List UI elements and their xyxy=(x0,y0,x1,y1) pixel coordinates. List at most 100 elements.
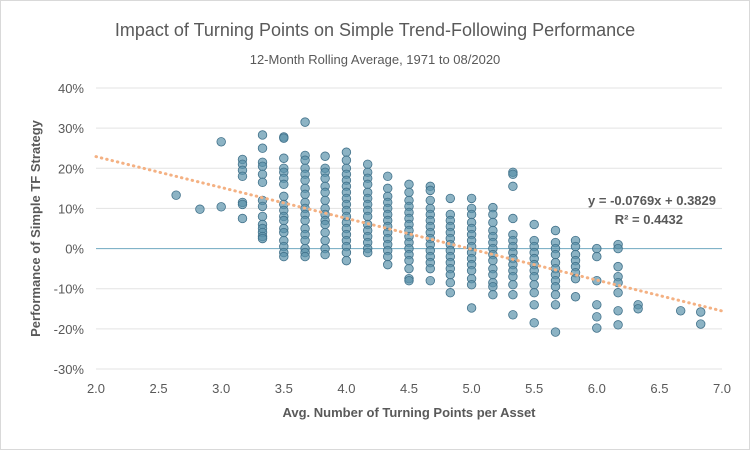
x-tick-label: 6.5 xyxy=(650,381,668,396)
data-point xyxy=(592,300,602,310)
data-point xyxy=(279,227,289,238)
y-tick-label: -30% xyxy=(54,362,85,377)
y-axis-title: Performance of Simple TF Strategy xyxy=(28,119,43,336)
data-point xyxy=(300,215,310,226)
data-point xyxy=(279,215,289,226)
x-tick-label: 3.5 xyxy=(275,381,293,396)
data-point xyxy=(279,133,289,143)
data-point xyxy=(529,280,539,290)
data-point xyxy=(341,255,352,266)
data-point xyxy=(216,202,226,212)
x-tick-label: 5.0 xyxy=(463,381,481,396)
data-point xyxy=(550,282,561,292)
data-point xyxy=(195,204,205,214)
data-point xyxy=(529,271,539,282)
data-point xyxy=(320,227,330,238)
chart-title: Impact of Turning Points on Simple Trend… xyxy=(114,20,636,40)
x-tick-label: 5.5 xyxy=(525,381,543,396)
y-tick-label: 10% xyxy=(58,201,84,216)
data-point xyxy=(488,209,498,220)
data-point xyxy=(550,249,561,260)
data-point xyxy=(592,323,602,333)
data-point xyxy=(383,183,393,194)
data-point xyxy=(508,290,518,300)
data-point xyxy=(279,191,289,202)
data-point xyxy=(696,319,706,329)
x-tick-label: 2.5 xyxy=(150,381,168,396)
data-point xyxy=(508,280,518,290)
data-point xyxy=(550,327,561,337)
data-point xyxy=(466,280,477,290)
data-point xyxy=(257,143,268,153)
data-point xyxy=(508,181,518,192)
y-axis-ticks: -30% -20% -10% 0% 10% 20% 30% 40% xyxy=(54,81,85,377)
data-point xyxy=(488,269,498,280)
trendline-r2: R² = 0.4432 xyxy=(615,212,683,227)
data-point xyxy=(466,193,477,204)
data-point xyxy=(592,251,602,262)
data-point xyxy=(257,177,268,188)
data-point xyxy=(300,251,310,262)
data-point xyxy=(404,187,414,198)
data-point xyxy=(675,306,686,316)
data-point xyxy=(529,288,539,298)
data-point xyxy=(362,159,373,169)
data-point xyxy=(466,265,477,276)
data-point xyxy=(216,137,226,147)
trendline-equation: y = -0.0769x + 0.3829 xyxy=(588,193,716,208)
data-point xyxy=(279,153,289,163)
data-point xyxy=(320,219,330,230)
data-point xyxy=(550,225,561,236)
data-point xyxy=(488,255,498,266)
data-point xyxy=(592,312,602,322)
data-point xyxy=(320,235,330,246)
data-point xyxy=(300,155,310,165)
data-point xyxy=(279,251,289,262)
x-tick-label: 4.0 xyxy=(337,381,355,396)
data-point xyxy=(445,277,456,288)
data-point xyxy=(362,211,373,222)
data-point xyxy=(488,217,498,228)
data-point xyxy=(613,288,623,298)
data-point xyxy=(488,290,498,300)
data-point xyxy=(279,179,289,190)
data-point xyxy=(404,275,414,286)
data-point xyxy=(570,241,581,252)
data-point xyxy=(237,213,248,224)
data-point xyxy=(404,179,414,190)
data-point xyxy=(237,199,248,210)
data-point xyxy=(508,310,518,320)
y-tick-label: 30% xyxy=(58,121,84,136)
data-point xyxy=(320,151,330,161)
data-point xyxy=(508,213,518,224)
x-tick-label: 2.0 xyxy=(87,381,105,396)
x-tick-label: 6.0 xyxy=(588,381,606,396)
data-point xyxy=(425,185,435,196)
data-point xyxy=(257,169,268,180)
data-point xyxy=(613,261,623,272)
data-point xyxy=(257,211,268,222)
data-point xyxy=(404,263,414,274)
data-point xyxy=(613,320,623,330)
data-point xyxy=(320,173,330,184)
data-point xyxy=(570,292,581,302)
data-point xyxy=(425,195,435,206)
data-point xyxy=(320,187,330,198)
data-point xyxy=(488,282,498,292)
x-tick-label: 4.5 xyxy=(400,381,418,396)
x-axis-title: Avg. Number of Turning Points per Asset xyxy=(282,405,536,420)
data-point xyxy=(300,189,310,200)
data-point xyxy=(466,209,477,220)
data-point xyxy=(257,201,268,212)
data-point xyxy=(592,243,602,254)
data-point xyxy=(320,195,330,206)
y-tick-label: 0% xyxy=(65,242,84,257)
data-point xyxy=(445,288,456,298)
data-point xyxy=(383,171,393,182)
data-point xyxy=(341,155,352,165)
data-point xyxy=(696,307,706,317)
data-point xyxy=(529,300,539,310)
data-point xyxy=(613,306,623,316)
data-point xyxy=(362,247,373,258)
